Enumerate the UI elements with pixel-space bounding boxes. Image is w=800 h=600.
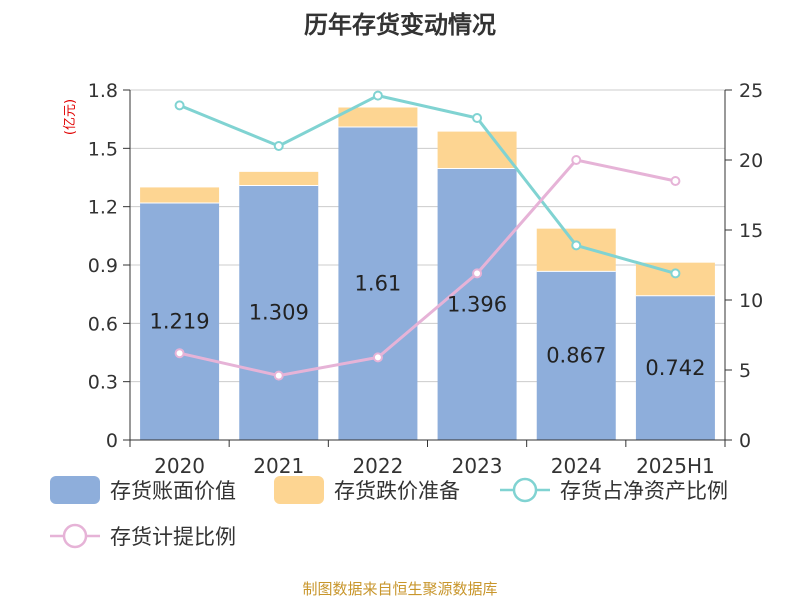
left-axis-unit: (亿元) (63, 99, 78, 135)
legend-label: 存货占净资产比例 (560, 479, 728, 503)
ratio-net-assets-point (571, 240, 582, 251)
legend-label: 存货账面价值 (110, 479, 236, 503)
bar-book-value (437, 168, 517, 441)
bar-book-value (635, 295, 715, 440)
x-axis-tick-label: 2020 (154, 454, 205, 478)
x-axis-tick-label: 2023 (452, 454, 503, 478)
legend-label: 存货跌价准备 (334, 479, 460, 503)
ratio-net-assets-point (372, 90, 383, 101)
x-axis-tick-label: 2025H1 (636, 454, 715, 478)
bar-book-value (239, 185, 319, 440)
x-axis-tick-label: 2022 (352, 454, 403, 478)
bar-value-label: 0.742 (645, 356, 705, 380)
provision-ratio-point (174, 348, 185, 359)
left-axis-tick-label: 1.2 (88, 197, 118, 219)
bar-book-value (338, 126, 418, 440)
right-axis-tick-label: 10 (739, 290, 763, 312)
ratio-net-assets-line (179, 94, 676, 275)
chart-title: 历年存货变动情况 (304, 11, 496, 39)
gridlines (130, 89, 725, 383)
left-axis-tick-label: 0.3 (88, 372, 118, 394)
left-axis-tick-label: 1.5 (88, 138, 118, 160)
ratio-net-assets-point (273, 141, 284, 151)
bar-book-value (536, 271, 616, 440)
bar-value-label: 0.867 (546, 344, 606, 368)
axes: 0 0.3 0.6 0.9 1.2 1.5 1.8 0 5 10 15 20 25 2020 2021 202… (88, 80, 763, 478)
ratio-net-assets-point (174, 100, 185, 111)
left-axis-tick-label: 0 (106, 430, 118, 452)
ratio-net-assets-point (472, 113, 483, 123)
bar-value-label: 1.61 (355, 271, 402, 295)
bar-book-value (140, 202, 220, 440)
legend-swatch (50, 476, 100, 504)
bar-value-label: 1.219 (150, 309, 210, 333)
provision-ratio-point (372, 352, 383, 363)
provision-ratio-point (472, 268, 483, 279)
right-axis-tick-label: 25 (739, 80, 763, 102)
right-axis-tick-label: 0 (739, 430, 751, 452)
bar-provision (338, 107, 418, 127)
legend-swatch (274, 476, 324, 504)
bars (140, 107, 715, 441)
bar-provision (239, 171, 319, 186)
provision-ratio-point (273, 370, 284, 381)
right-axis-unit: % (796, 85, 800, 97)
source-note: 制图数据来自恒生聚源数据库 (302, 580, 497, 598)
lines (174, 90, 681, 381)
bar-value-label: 1.396 (447, 292, 507, 316)
legend-swatch-marker (62, 523, 88, 549)
bar-provision (635, 262, 715, 296)
provision-ratio-line (179, 158, 676, 378)
right-axis-tick-label: 15 (739, 220, 763, 242)
left-axis-tick-label: 1.8 (88, 80, 118, 102)
right-axis-tick-label: 20 (739, 150, 763, 172)
bar-provision (437, 131, 517, 169)
data-labels: 1.219 1.309 1.61 1.396 0.867 0.742 (150, 271, 706, 379)
x-axis-tick-label: 2024 (551, 454, 602, 478)
right-axis-tick-label: 5 (739, 360, 751, 382)
legend-swatch-marker (512, 477, 538, 503)
bar-value-label: 1.309 (249, 301, 309, 325)
provision-ratio-point (571, 155, 582, 165)
legend-label: 存货计提比例 (110, 525, 236, 549)
left-axis-tick-label: 0.6 (88, 313, 118, 335)
ratio-net-assets-point (670, 268, 681, 279)
bar-provision (140, 187, 220, 203)
left-axis-tick-label: 0.9 (88, 255, 118, 277)
provision-ratio-point (670, 176, 681, 186)
x-axis-tick-label: 2021 (253, 454, 304, 478)
